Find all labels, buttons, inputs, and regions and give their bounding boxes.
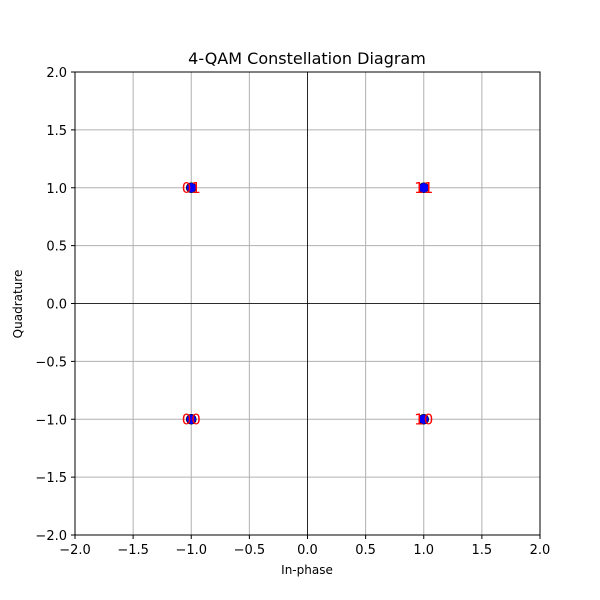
x-axis-ticks: −2.0 −1.5 −1.0 −0.5 0.0 0.5 1.0 1.5 2.0 [59, 535, 550, 558]
y-tick-label: −0.5 [35, 355, 67, 370]
x-tick-label: −1.5 [117, 543, 149, 558]
symbol-label: 10 [414, 410, 433, 428]
constellation-point [185, 413, 197, 425]
symbol-label: 00 [182, 410, 201, 428]
symbol-labels: 01 11 00 10 [182, 179, 434, 429]
zero-lines [75, 72, 540, 535]
x-tick-label: 1.5 [472, 543, 493, 558]
constellation-point [418, 413, 430, 425]
x-tick-label: −2.0 [59, 543, 91, 558]
x-tick-label: 0.5 [355, 543, 376, 558]
x-tick-label: 0.0 [297, 543, 318, 558]
constellation-point [418, 182, 430, 194]
symbol-label: 11 [414, 179, 433, 197]
constellation-point [185, 182, 197, 194]
y-tick-label: 2.0 [46, 66, 67, 81]
chart-title: 4-QAM Constellation Diagram [188, 49, 426, 68]
constellation-points [185, 182, 430, 425]
y-tick-label: −1.0 [35, 413, 67, 428]
y-tick-label: −1.5 [35, 471, 67, 486]
x-tick-label: −0.5 [234, 543, 266, 558]
y-tick-label: 1.0 [46, 182, 67, 197]
x-tick-label: 1.0 [413, 543, 434, 558]
y-tick-label: 0.0 [46, 298, 67, 313]
x-axis-label: In-phase [281, 563, 333, 577]
y-tick-label: 0.5 [46, 240, 67, 255]
y-tick-label: 1.5 [46, 124, 67, 139]
x-tick-label: 2.0 [530, 543, 551, 558]
y-axis-ticks: −2.0 −1.5 −1.0 −0.5 0.0 0.5 1.0 1.5 2.0 [35, 66, 75, 544]
symbol-label: 01 [182, 179, 201, 197]
y-tick-label: −2.0 [35, 529, 67, 544]
x-tick-label: −1.0 [175, 543, 207, 558]
y-axis-label: Quadrature [11, 270, 25, 339]
